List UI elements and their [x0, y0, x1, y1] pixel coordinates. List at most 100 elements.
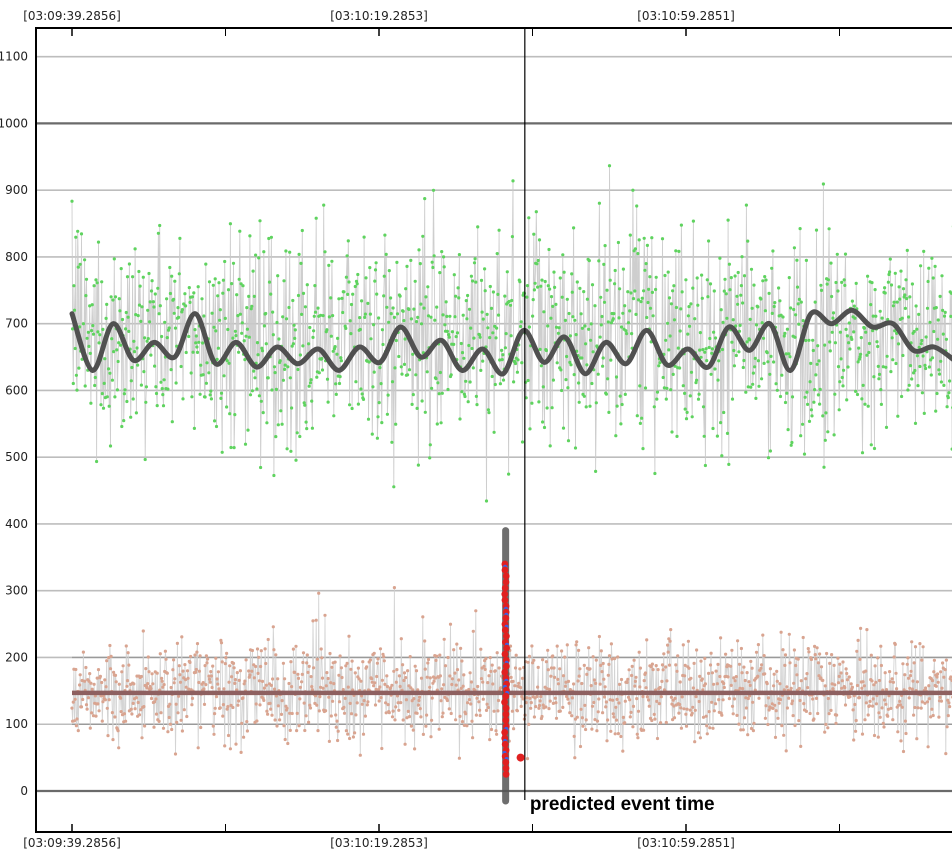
upper-raw-point-1239	[852, 330, 856, 334]
lower-raw-point-173	[179, 718, 183, 722]
upper-raw-point-141	[159, 380, 163, 384]
lower-raw-point-1372	[936, 672, 940, 676]
upper-raw-point-1260	[865, 353, 869, 357]
upper-raw-point-1243	[854, 281, 858, 285]
upper-raw-point-59	[107, 404, 111, 408]
lower-raw-point-1055	[736, 639, 740, 643]
lower-raw-point-938	[662, 652, 666, 656]
lower-raw-point-873	[621, 749, 625, 753]
upper-raw-point-784	[565, 354, 569, 359]
lower-raw-point-892	[633, 684, 637, 688]
upper-raw-point-1270	[871, 314, 875, 318]
lower-raw-point-1125	[780, 724, 784, 728]
upper-raw-point-477	[371, 385, 375, 389]
upper-raw-point-969	[681, 384, 685, 388]
lower-raw-point-73	[116, 729, 120, 733]
lower-raw-point-583	[438, 653, 442, 657]
lower-raw-point-841	[601, 711, 605, 715]
lower-raw-point-1065	[742, 665, 746, 669]
upper-raw-point-1345	[919, 264, 923, 268]
upper-raw-point-1203	[829, 261, 833, 265]
upper-raw-point-1336	[913, 368, 917, 373]
lower-raw-point-932	[658, 685, 662, 690]
lower-raw-point-927	[655, 699, 659, 704]
upper-raw-point-1035	[723, 277, 727, 281]
upper-raw-point-342	[286, 365, 290, 369]
upper-raw-point-444	[350, 406, 354, 411]
upper-raw-point-618	[460, 390, 464, 394]
lower-raw-point-611	[455, 668, 460, 672]
upper-raw-point-983	[690, 415, 694, 419]
lower-raw-point-751	[544, 705, 548, 709]
lower-raw-point-633	[469, 680, 473, 684]
upper-raw-point-688	[504, 332, 508, 336]
lower-raw-point-1239	[852, 738, 856, 742]
upper-raw-point-191	[190, 295, 195, 299]
upper-raw-point-1151	[796, 302, 800, 306]
lower-raw-point-342	[286, 741, 290, 746]
upper-raw-point-355	[294, 458, 298, 462]
lower-raw-point-232	[216, 670, 220, 674]
lower-raw-point-1194	[823, 684, 827, 688]
lower-raw-point-310	[266, 712, 270, 716]
upper-raw-point-1112	[772, 360, 776, 364]
upper-raw-point-1058	[737, 329, 742, 333]
upper-raw-point-501	[386, 393, 390, 397]
lower-raw-point-631	[468, 671, 472, 675]
upper-raw-point-912	[645, 243, 650, 247]
upper-raw-point-940	[663, 273, 667, 278]
lower-raw-point-142	[160, 676, 164, 681]
upper-raw-point-870	[619, 422, 623, 426]
upper-raw-point-1071	[746, 239, 750, 243]
lower-raw-point-88	[125, 679, 130, 683]
upper-raw-point-836	[597, 201, 602, 205]
upper-raw-point-725	[527, 325, 532, 329]
upper-raw-point-492	[380, 328, 384, 332]
upper-raw-point-435	[344, 275, 348, 279]
lower-raw-point-920	[650, 662, 655, 666]
upper-raw-point-893	[633, 247, 638, 251]
lower-raw-point-1201	[828, 661, 832, 666]
lower-raw-point-198	[195, 650, 199, 654]
upper-raw-point-380	[310, 399, 314, 403]
upper-raw-point-439	[347, 280, 351, 284]
upper-raw-point-120	[146, 308, 150, 312]
upper-raw-point-1050	[732, 364, 737, 368]
lower-raw-point-1300	[890, 677, 894, 681]
lower-raw-point-1306	[894, 671, 898, 675]
lower-raw-point-373	[305, 653, 309, 657]
upper-raw-point-139	[158, 223, 162, 228]
lower-raw-point-297	[257, 679, 261, 683]
lower-raw-point-218	[207, 677, 212, 681]
lower-raw-point-10	[76, 729, 80, 733]
upper-raw-point-897	[636, 252, 640, 256]
upper-raw-point-138	[157, 312, 161, 316]
upper-raw-point-392	[317, 371, 321, 375]
upper-raw-point-744	[539, 364, 544, 368]
lower-raw-point-110	[139, 674, 143, 679]
upper-raw-point-89	[126, 315, 130, 319]
upper-raw-point-1094	[760, 321, 764, 325]
lower-raw-point-663	[488, 656, 492, 660]
upper-raw-point-665	[489, 306, 494, 310]
lower-raw-point-614	[457, 756, 461, 760]
lower-raw-point-494	[382, 655, 386, 659]
upper-raw-point-1159	[801, 319, 805, 323]
upper-raw-point-8	[75, 388, 79, 392]
upper-raw-point-579	[435, 422, 439, 426]
upper-raw-point-1382	[942, 383, 946, 387]
upper-raw-point-1360	[928, 320, 932, 324]
lower-raw-point-1036	[724, 652, 728, 656]
lower-raw-point-1291	[884, 688, 889, 692]
upper-raw-point-1276	[875, 340, 879, 344]
upper-raw-point-1279	[877, 377, 881, 381]
lower-raw-point-200	[196, 746, 200, 750]
lower-raw-point-715	[521, 697, 525, 701]
lower-raw-point-1287	[882, 725, 886, 729]
upper-raw-point-507	[390, 440, 394, 444]
lower-raw-point-835	[597, 697, 601, 701]
lower-raw-point-324	[274, 694, 278, 698]
upper-raw-point-1154	[798, 227, 802, 231]
upper-raw-point-869	[618, 394, 622, 398]
lower-raw-point-1305	[893, 642, 897, 647]
